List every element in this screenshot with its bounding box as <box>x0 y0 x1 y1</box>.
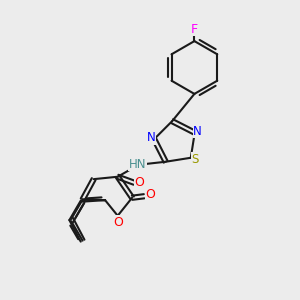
Text: O: O <box>113 216 123 229</box>
Text: O: O <box>135 176 145 189</box>
Text: HN: HN <box>128 158 146 171</box>
Text: O: O <box>145 188 155 201</box>
Text: S: S <box>192 153 199 166</box>
Text: N: N <box>194 125 202 138</box>
Text: F: F <box>191 22 198 36</box>
Text: N: N <box>147 131 155 144</box>
